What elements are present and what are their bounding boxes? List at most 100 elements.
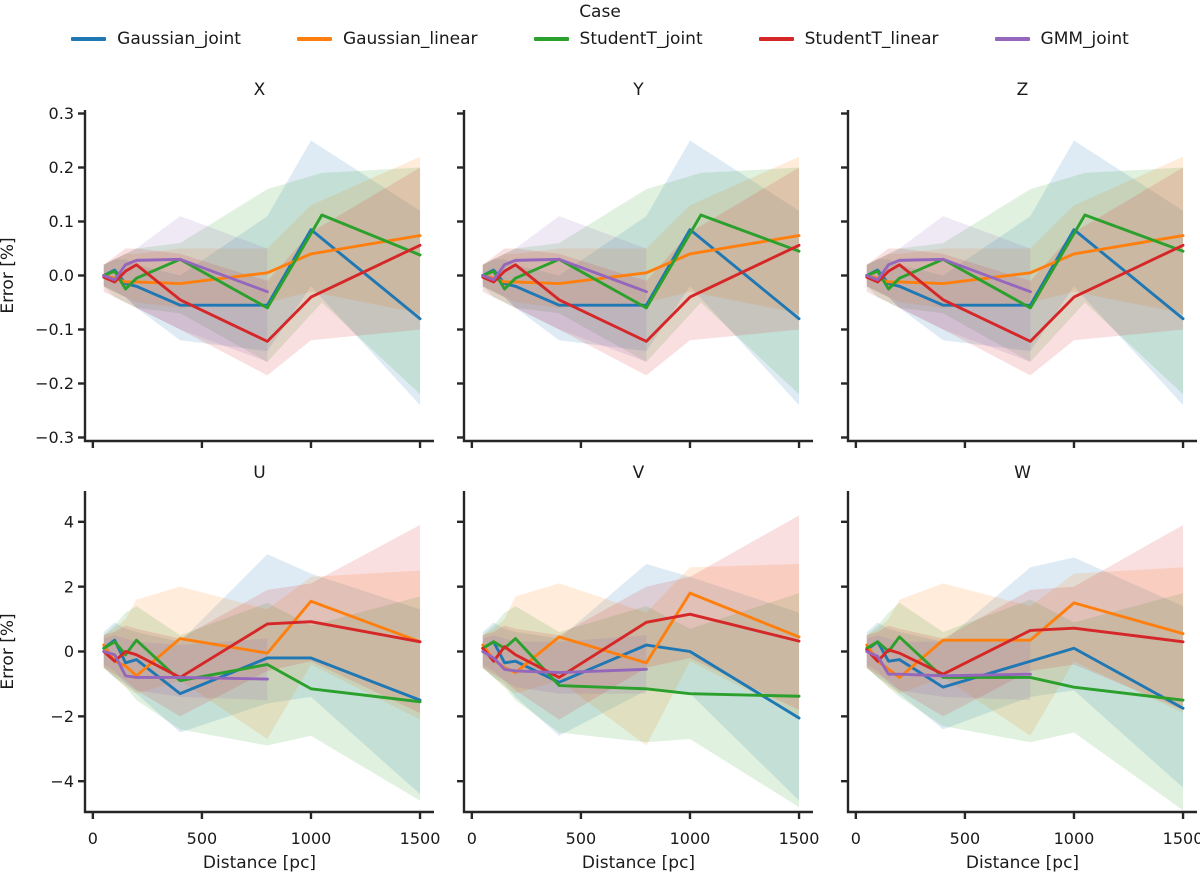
- band-gmm-joint: [482, 216, 647, 362]
- line-gmm-joint: [481, 257, 648, 294]
- band-gaussian-linear: [482, 156, 800, 314]
- legend-swatch-gaussian-linear: [296, 37, 332, 41]
- x-axis-label: Distance [pc]: [966, 853, 1079, 873]
- band-gaussian-joint: [103, 554, 421, 795]
- x-tick-label: 1500: [1163, 829, 1200, 848]
- legend-label-studentt-joint: StudentT_joint: [579, 29, 703, 49]
- axes-spines: [462, 491, 813, 814]
- y-axis-label: Error [%]: [0, 613, 18, 689]
- bands-Y: [482, 140, 800, 406]
- line-gaussian-linear: [102, 599, 422, 678]
- band-studentt-linear: [866, 525, 1184, 717]
- band-gaussian-linear: [866, 156, 1184, 314]
- line-gmm-joint: [481, 650, 648, 675]
- lines-Z: [865, 213, 1185, 343]
- legend-item-gmm-joint: GMM_joint: [994, 29, 1129, 49]
- line-gmm-joint: [865, 650, 1032, 678]
- x-tick-label: 1500: [400, 829, 441, 848]
- line-gmm-joint: [102, 650, 269, 681]
- y-tick-label: −0.2: [35, 374, 74, 393]
- legend-swatch-gaussian-joint: [71, 37, 107, 41]
- lines-U: [102, 599, 422, 704]
- line-studentt-joint: [481, 213, 801, 310]
- bands-W: [866, 525, 1184, 811]
- y-tick-label: 0.0: [49, 266, 74, 285]
- panel-title-U: U: [253, 463, 265, 483]
- lines-X: [102, 213, 422, 343]
- panel-title-Y: Y: [632, 80, 644, 100]
- legend-items: Gaussian_joint Gaussian_linear StudentT_jo…: [0, 29, 1200, 49]
- panel-X: 0.3 0.2 0.1 0.0 −0.1 −0.2 −0.3 X Error [%]: [0, 80, 434, 448]
- band-gaussian-joint: [482, 563, 800, 801]
- y-tick-label: 4: [64, 512, 74, 531]
- y-tick-label: 0.3: [49, 104, 74, 123]
- band-studentt-linear: [103, 167, 421, 376]
- legend-swatch-gmm-joint: [994, 37, 1030, 41]
- x-tick-label: 0: [467, 829, 477, 848]
- panel-title-X: X: [254, 80, 266, 100]
- line-studentt-joint: [102, 638, 422, 704]
- y-tick-label: −0.1: [35, 320, 74, 339]
- lines-Y: [481, 213, 801, 343]
- axes-spines: [83, 491, 434, 814]
- x-tick-label: 500: [950, 829, 981, 848]
- band-gmm-joint: [103, 635, 268, 701]
- band-gmm-joint: [866, 216, 1031, 362]
- legend-item-studentt-joint: StudentT_joint: [533, 29, 703, 49]
- x-tick-label: 500: [566, 829, 597, 848]
- panel-V: 0 500 1000 1500 V Distance [pc]: [457, 463, 819, 873]
- band-studentt-joint: [482, 167, 800, 395]
- legend-item-studentt-linear: StudentT_linear: [758, 29, 939, 49]
- x-axis-label: Distance [pc]: [203, 853, 316, 873]
- line-gmm-joint: [865, 257, 1032, 294]
- y-tick-label: 0.1: [49, 212, 74, 231]
- x-tick-label: 0: [88, 829, 98, 848]
- band-gaussian-joint: [866, 557, 1184, 788]
- line-studentt-joint: [865, 213, 1185, 310]
- x-tick-label: 1000: [291, 829, 332, 848]
- y-tick-label: −0.3: [35, 428, 74, 447]
- legend-item-gaussian-joint: Gaussian_joint: [71, 29, 241, 49]
- panel-W: 0 500 1000 1500 W Distance [pc]: [841, 463, 1200, 873]
- band-studentt-joint: [103, 596, 421, 801]
- x-tick-label: 500: [187, 829, 218, 848]
- panel-U: 0 500 1000 1500 4 2 0 −2 −4 U Distance [pc] Error […: [0, 463, 440, 873]
- y-axis-label: Error [%]: [0, 237, 18, 313]
- line-studentt-linear: [865, 243, 1185, 343]
- band-studentt-linear: [482, 167, 800, 376]
- legend: Case Gaussian_joint Gaussian_linear Studen…: [0, 0, 1200, 49]
- band-gaussian-linear: [103, 156, 421, 314]
- band-gaussian-linear: [482, 563, 800, 746]
- panel-Y: Y: [457, 80, 813, 448]
- legend-label-studentt-linear: StudentT_linear: [804, 29, 939, 49]
- band-gaussian-linear: [866, 567, 1184, 736]
- legend-swatch-studentt-linear: [758, 37, 794, 41]
- lines-W: [865, 601, 1185, 710]
- legend-label-gaussian-joint: Gaussian_joint: [117, 29, 241, 49]
- line-studentt-joint: [865, 635, 1185, 702]
- y-tick-label: −4: [50, 772, 74, 791]
- legend-swatch-studentt-joint: [533, 37, 569, 41]
- panel-Z: Z: [841, 80, 1197, 448]
- x-tick-label: 1000: [670, 829, 711, 848]
- y-tick-label: 0.2: [49, 158, 74, 177]
- x-tick-label: 0: [851, 829, 861, 848]
- y-tick-label: 0: [64, 642, 74, 661]
- line-studentt-linear: [102, 243, 422, 343]
- band-studentt-joint: [866, 167, 1184, 395]
- axes-spines: [846, 491, 1197, 814]
- line-studentt-joint: [102, 213, 422, 310]
- band-studentt-linear: [866, 167, 1184, 376]
- panel-title-W: W: [1014, 463, 1031, 483]
- band-studentt-joint: [866, 593, 1184, 811]
- line-gmm-joint: [102, 257, 269, 294]
- lines-V: [481, 591, 801, 720]
- line-studentt-linear: [481, 243, 801, 343]
- legend-item-gaussian-linear: Gaussian_linear: [296, 29, 478, 49]
- panel-title-Z: Z: [1017, 80, 1029, 100]
- panel-title-V: V: [633, 463, 645, 483]
- band-studentt-joint: [482, 593, 800, 808]
- x-tick-label: 1500: [779, 829, 820, 848]
